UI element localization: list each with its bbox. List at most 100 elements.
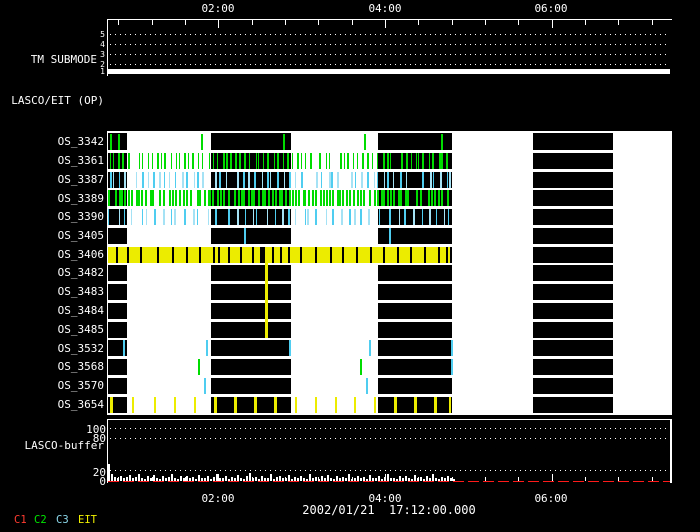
row-OS_3361-tick: [138, 152, 141, 169]
row-OS_3389-tick: [141, 190, 144, 207]
buffer-minor-tick: [651, 477, 653, 481]
row-OS_3654-tick: [449, 396, 451, 413]
row-label-os3361: OS_3361: [57, 154, 104, 167]
buffer-hist-bar: [168, 476, 170, 481]
row-OS_3361-tick: [118, 152, 120, 169]
row-OS_3389-tick: [212, 190, 215, 207]
row-label-os3390: OS_3390: [57, 210, 104, 223]
buffer-hist-bar: [216, 473, 218, 481]
row-OS_3389-tick: [175, 190, 178, 207]
row-OS_3361-tick: [192, 152, 194, 169]
row-OS_3389-tick: [356, 190, 359, 207]
buffer-ytick-80: 80: [92, 432, 106, 445]
top-axis-label-0400: 04:00: [368, 2, 402, 15]
row-OS_3390-tick: [389, 209, 391, 225]
row-OS_3361-tick: [109, 152, 112, 169]
buffer-hist-bar: [306, 478, 308, 481]
row-OS_3389-tick: [302, 190, 305, 207]
row-OS_3361-tick: [273, 152, 276, 169]
row-OS_3570-tick: [204, 377, 206, 394]
row-OS_3387-tick: [261, 171, 264, 188]
legend-item-eit: EIT: [78, 514, 97, 526]
row-OS_3361-tick: [328, 152, 331, 169]
row-OS_3654-tick: [433, 396, 437, 413]
row-OS_3387-tick: [110, 171, 112, 188]
row-label-os3532: OS_3532: [57, 342, 104, 355]
buffer-hist-bar: [147, 476, 149, 481]
row-label-os3342: OS_3342: [57, 135, 104, 148]
buffer-hist-bar: [231, 476, 233, 481]
row-OS_3390-tick: [196, 209, 199, 225]
row-OS_3654-tick: [354, 396, 356, 413]
row-OS_3390-tick: [294, 209, 297, 225]
row-OS_3406-gap: [424, 246, 426, 263]
row-OS_3361-tick: [356, 152, 359, 169]
legend-item-c1: C1: [14, 514, 27, 526]
top-axis-line: [108, 19, 672, 20]
buffer-hist-bar: [159, 478, 161, 481]
row-OS_3361-tick: [122, 152, 124, 169]
legend-item-c2: C2: [34, 514, 47, 526]
row-OS_3389-tick: [352, 190, 355, 207]
top-axis-minor-tick: [118, 20, 120, 25]
row-OS_3361-tick: [212, 152, 215, 169]
row-OS_3389-tick: [251, 190, 254, 207]
buffer-hist-bar: [255, 476, 257, 481]
buffer-hist-bar: [171, 474, 173, 481]
row-OS_3387-tick: [159, 171, 161, 188]
row-OS_3387-tick: [294, 171, 297, 188]
top-axis-minor-tick: [251, 20, 253, 25]
buffer-ytick-20: 20: [92, 466, 106, 479]
row-OS_3654-tick: [174, 396, 176, 413]
row-OS_3389-tick: [131, 190, 134, 207]
buffer-hist-bar: [399, 476, 401, 481]
row-OS_3532-tick: [289, 340, 291, 357]
tm-left-axis-line: [107, 19, 108, 76]
row-label-os3405: OS_3405: [57, 229, 104, 242]
row-OS_3389-tick: [280, 190, 283, 207]
row-OS_3361-tick: [297, 152, 299, 169]
lasco-eit-op-label: LASCO/EIT (OP): [11, 94, 104, 107]
row-OS_3389-tick: [199, 190, 202, 207]
row-OS_3389-tick: [339, 190, 342, 207]
row-OS_3361-tick: [244, 152, 246, 169]
buffer-hist-bar: [237, 475, 239, 481]
tm-ytick-5: 5: [100, 30, 105, 39]
buffer-hist-bar: [156, 477, 158, 481]
tm-ytick-2: 2: [100, 60, 105, 69]
row-label-os3485: OS_3485: [57, 323, 104, 336]
row-OS_3361-tick: [160, 152, 163, 169]
buffer-hist-bar: [240, 477, 242, 481]
top-axis-minor-tick: [418, 20, 420, 25]
bottom-axis-label-0600: 06:00: [534, 492, 568, 505]
row-OS_3406-gap: [280, 246, 282, 263]
row-label-os3654: OS_3654: [57, 398, 104, 411]
row-OS_3654-tick: [154, 396, 156, 413]
row-OS_3387-tick: [186, 171, 188, 188]
tm-ytick-1: 1: [100, 67, 105, 76]
row-OS_3389-tick: [373, 190, 376, 207]
row-OS_3406-gap: [356, 246, 358, 263]
row-OS_3361-tick: [401, 152, 403, 169]
tm-submode-value-line: [108, 68, 670, 74]
row-OS_3389-tick: [380, 190, 383, 207]
buffer-hist-bar: [180, 476, 182, 481]
buffer-left-axis-line: [107, 419, 108, 483]
row-OS_3654-tick: [132, 396, 134, 413]
buffer-hist-bar: [261, 475, 263, 481]
buffer-hist-bar: [351, 478, 353, 481]
row-OS_3390-tick: [141, 209, 144, 225]
row-OS_3389-tick: [145, 190, 148, 207]
row-OS_3532-tick: [451, 340, 453, 357]
row-OS_3387-tick: [432, 171, 435, 188]
buffer-hist-bar: [201, 477, 203, 481]
row-OS_3342-tick: [364, 134, 366, 150]
observing-window-band-1: [291, 132, 378, 414]
row-OS_3387-tick: [354, 171, 357, 188]
top-axis-minor-tick: [518, 20, 520, 25]
row-OS_3361-tick: [441, 152, 443, 169]
row-OS_3387-tick: [124, 171, 126, 188]
row-OS_3389-tick: [241, 190, 244, 207]
row-OS_3361-tick: [417, 152, 420, 169]
row-OS_3361-tick: [197, 152, 200, 169]
